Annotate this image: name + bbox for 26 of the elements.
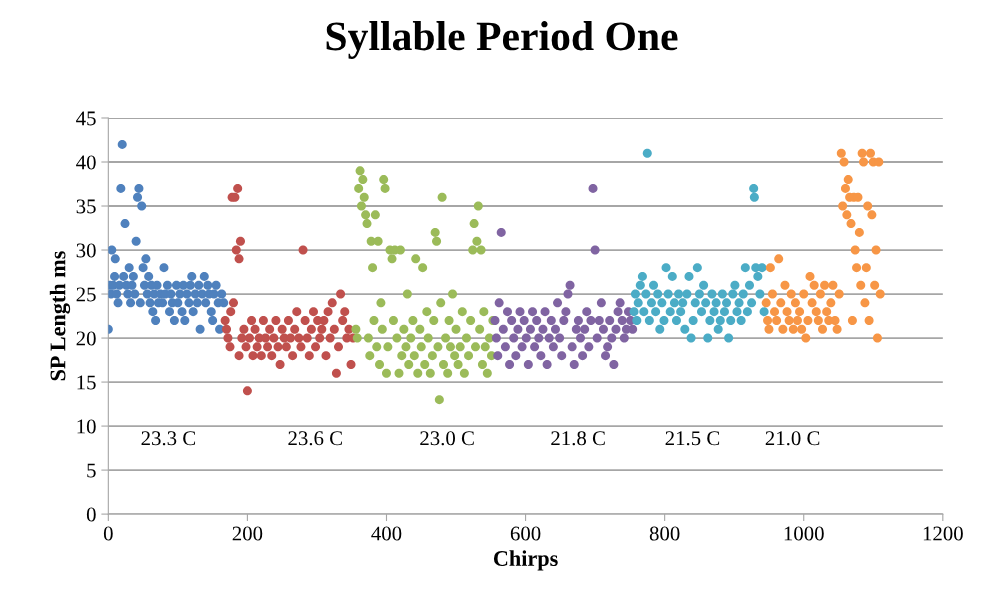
y-tick-label: 25 — [76, 287, 96, 302]
annotation: 21.8 C — [551, 431, 605, 446]
y-axis-title: SP Length ms — [49, 251, 71, 381]
x-tick-label: 1000 — [784, 526, 824, 541]
x-tick-label: 400 — [371, 526, 402, 541]
y-tick-label: 35 — [76, 199, 96, 214]
y-tick-label: 45 — [76, 111, 96, 126]
annotation: 23.0 C — [420, 431, 474, 446]
annotation: 21.0 C — [765, 431, 820, 446]
y-tick-label: 10 — [77, 419, 96, 434]
x-tick-label: 800 — [649, 526, 680, 541]
x-tick-label: 1200 — [923, 526, 963, 541]
x-tick-label: 200 — [232, 526, 263, 541]
y-tick-label: 40 — [76, 155, 96, 170]
annotation: 23.3 C — [141, 431, 196, 446]
annotation: 23.6 C — [288, 431, 342, 446]
y-tick-label: 20 — [76, 331, 96, 346]
annotation: 21.5 C — [665, 431, 720, 446]
y-tick-label: 5 — [87, 463, 96, 478]
x-axis-title: Chirps — [493, 550, 558, 571]
x-tick-label: 0 — [103, 526, 113, 541]
x-tick-label: 600 — [510, 526, 541, 541]
y-tick-label: 0 — [86, 507, 96, 522]
y-tick-label: 15 — [77, 375, 96, 390]
chart-title: Syllable Period One — [326, 21, 678, 59]
y-tick-label: 30 — [76, 243, 96, 258]
